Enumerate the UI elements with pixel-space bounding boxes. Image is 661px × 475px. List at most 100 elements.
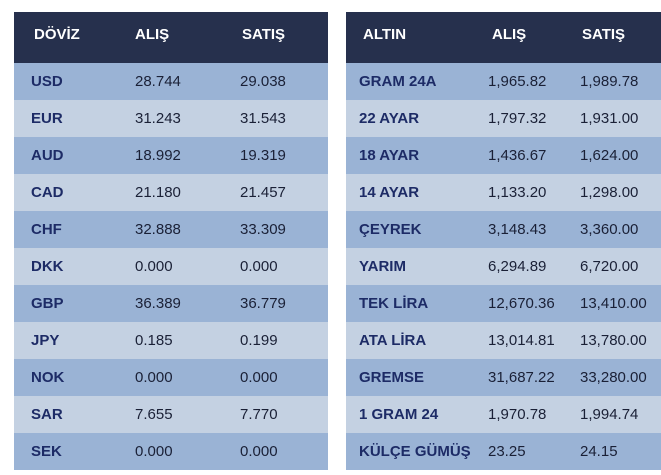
row-buy: 32.888 [135,221,181,238]
table-row: GRAM 24A 1,965.82 1,989.78 [346,63,661,100]
row-sell: 33.309 [240,221,286,238]
row-code: DKK [31,258,64,275]
doviz-header-name: DÖVİZ [34,26,80,43]
row-code: 1 GRAM 24 [359,406,439,423]
table-row: 1 GRAM 24 1,970.78 1,994.74 [346,396,661,433]
row-sell: 19.319 [240,147,286,164]
row-code: EUR [31,110,63,127]
table-row: GREMSE 31,687.22 33,280.00 [346,359,661,396]
row-sell: 6,720.00 [580,258,639,275]
row-code: ÇEYREK [359,221,422,238]
row-buy: 13,014.81 [488,332,555,349]
row-sell: 31.543 [240,110,286,127]
table-row: GBP 36.389 36.779 [14,285,328,322]
row-buy: 23.25 [488,443,526,460]
table-row: CAD 21.180 21.457 [14,174,328,211]
table-row: AUD 18.992 19.319 [14,137,328,174]
table-row: YARIM 6,294.89 6,720.00 [346,248,661,285]
table-row: SEK 0.000 0.000 [14,433,328,470]
table-row: NOK 0.000 0.000 [14,359,328,396]
row-code: SAR [31,406,63,423]
row-buy: 12,670.36 [488,295,555,312]
row-sell: 0.199 [240,332,278,349]
row-code: SEK [31,443,62,460]
row-buy: 0.185 [135,332,173,349]
row-code: KÜLÇE GÜMÜŞ [359,443,471,460]
row-buy: 1,797.32 [488,110,547,127]
row-buy: 18.992 [135,147,181,164]
table-row: 22 AYAR 1,797.32 1,931.00 [346,100,661,137]
row-sell: 29.038 [240,73,286,90]
row-buy: 0.000 [135,369,173,386]
row-buy: 36.389 [135,295,181,312]
row-code: GRAM 24A [359,73,437,90]
row-sell: 21.457 [240,184,286,201]
row-buy: 31.243 [135,110,181,127]
row-sell: 7.770 [240,406,278,423]
altin-header-sell: SATIŞ [582,26,626,43]
row-sell: 1,624.00 [580,147,639,164]
row-code: CAD [31,184,64,201]
row-code: GREMSE [359,369,425,386]
row-sell: 36.779 [240,295,286,312]
row-buy: 7.655 [135,406,173,423]
row-buy: 0.000 [135,258,173,275]
table-row: 18 AYAR 1,436.67 1,624.00 [346,137,661,174]
doviz-table-header: DÖVİZ ALIŞ SATIŞ [14,12,328,63]
doviz-header-sell: SATIŞ [242,26,286,43]
row-sell: 13,410.00 [580,295,647,312]
row-buy: 1,133.20 [488,184,547,201]
row-sell: 1,994.74 [580,406,639,423]
row-buy: 0.000 [135,443,173,460]
table-row: ATA LİRA 13,014.81 13,780.00 [346,322,661,359]
row-code: CHF [31,221,62,238]
row-buy: 3,148.43 [488,221,547,238]
table-row: EUR 31.243 31.543 [14,100,328,137]
row-code: ATA LİRA [359,332,427,349]
row-code: AUD [31,147,64,164]
table-row: ÇEYREK 3,148.43 3,360.00 [346,211,661,248]
row-buy: 31,687.22 [488,369,555,386]
row-sell: 33,280.00 [580,369,647,386]
row-sell: 0.000 [240,369,278,386]
row-code: YARIM [359,258,406,275]
row-code: USD [31,73,63,90]
row-buy: 1,436.67 [488,147,547,164]
row-sell: 1,989.78 [580,73,639,90]
row-sell: 1,931.00 [580,110,639,127]
table-row: CHF 32.888 33.309 [14,211,328,248]
row-code: 14 AYAR [359,184,420,201]
row-buy: 1,970.78 [488,406,547,423]
altin-header-buy: ALIŞ [492,26,527,43]
row-code: 22 AYAR [359,110,420,127]
doviz-table: DÖVİZ ALIŞ SATIŞ USD 28.744 29.038 EUR 31.24… [14,12,328,475]
table-row: TEK LİRA 12,670.36 13,410.00 [346,285,661,322]
row-sell: 0.000 [240,443,278,460]
row-code: TEK LİRA [359,295,429,312]
row-buy: 21.180 [135,184,181,201]
row-sell: 0.000 [240,258,278,275]
table-row: JPY 0.185 0.199 [14,322,328,359]
row-buy: 1,965.82 [488,73,547,90]
altin-table-header: ALTIN ALIŞ SATIŞ [346,12,661,63]
doviz-header-buy: ALIŞ [135,26,170,43]
table-row: DKK 0.000 0.000 [14,248,328,285]
row-code: NOK [31,369,65,386]
row-buy: 28.744 [135,73,181,90]
row-code: 18 AYAR [359,147,420,164]
row-sell: 24.15 [580,443,618,460]
table-row: USD 28.744 29.038 [14,63,328,100]
doviz-table-body: USD 28.744 29.038 EUR 31.243 31.543 AUD 18.992 1… [14,63,328,470]
table-row: KÜLÇE GÜMÜŞ 23.25 24.15 [346,433,661,470]
table-row: SAR 7.655 7.770 [14,396,328,433]
altin-table: ALTIN ALIŞ SATIŞ GRAM 24A 1,965.82 1,989.7… [346,12,661,475]
row-buy: 6,294.89 [488,258,547,275]
row-sell: 13,780.00 [580,332,647,349]
altin-header-name: ALTIN [363,26,407,43]
row-sell: 1,298.00 [580,184,639,201]
row-sell: 3,360.00 [580,221,639,238]
row-code: JPY [31,332,60,349]
row-code: GBP [31,295,64,312]
altin-table-body: GRAM 24A 1,965.82 1,989.78 22 AYAR 1,797.32 1… [346,63,661,470]
table-row: 14 AYAR 1,133.20 1,298.00 [346,174,661,211]
